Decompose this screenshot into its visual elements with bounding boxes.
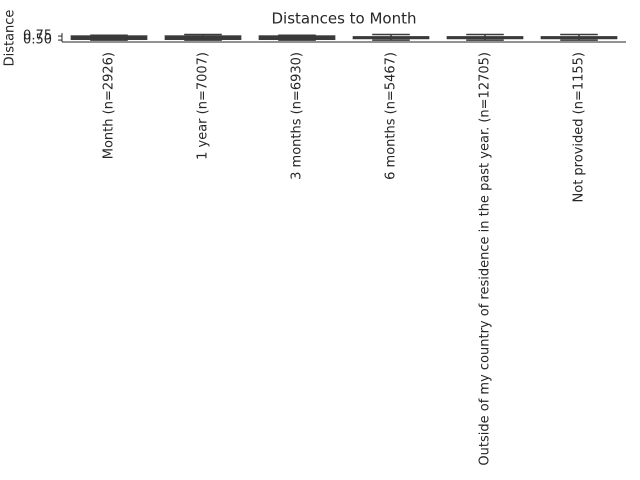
x-tick-label: Not provided (n=1155) (572, 52, 587, 202)
y-axis-label: Distance (3, 10, 18, 67)
x-tick-label: Outside of my country of residence in th… (478, 52, 493, 466)
x-tick-label: 1 year (n=7007) (196, 52, 211, 160)
x-tick-label: 3 months (n=6930) (290, 52, 305, 180)
x-tick-label: 6 months (n=5467) (384, 52, 399, 180)
x-tick-label: Month (n=2926) (102, 52, 117, 159)
y-tick-label: 0.75 (23, 29, 52, 44)
y-tick-label: 0.50 (23, 33, 52, 48)
chart-title: Distances to Month (271, 10, 416, 28)
